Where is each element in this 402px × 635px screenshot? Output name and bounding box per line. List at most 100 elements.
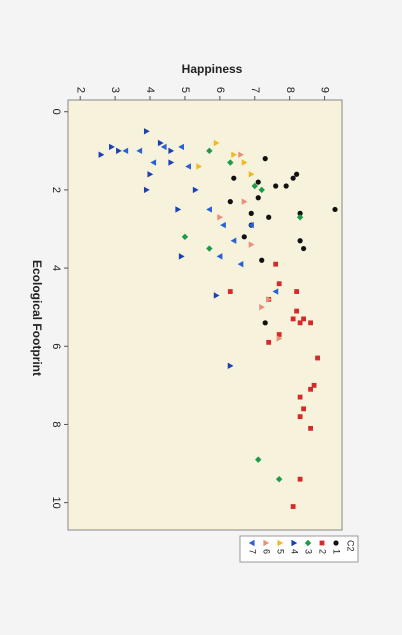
point xyxy=(122,147,129,155)
legend-label: 1 xyxy=(332,549,342,554)
point xyxy=(109,143,115,151)
point xyxy=(311,382,317,388)
point xyxy=(297,394,303,400)
legend-marker xyxy=(304,539,312,547)
x-tick-label: 2 xyxy=(50,187,62,193)
point xyxy=(241,159,248,166)
point xyxy=(213,292,220,299)
point xyxy=(266,214,272,220)
point xyxy=(273,261,279,267)
point xyxy=(178,143,184,151)
point xyxy=(160,143,167,151)
point xyxy=(136,147,143,155)
point xyxy=(262,156,268,162)
point xyxy=(276,335,283,342)
legend-marker xyxy=(248,539,255,547)
point xyxy=(297,238,303,244)
point xyxy=(230,237,237,244)
point xyxy=(290,175,296,181)
point xyxy=(308,320,313,326)
point xyxy=(192,186,199,194)
legend-marker xyxy=(263,539,270,547)
point xyxy=(283,183,289,189)
point xyxy=(301,316,307,322)
x-tick-label: 4 xyxy=(50,265,62,271)
point xyxy=(315,355,320,361)
point xyxy=(276,332,282,337)
point xyxy=(255,195,261,201)
point xyxy=(248,221,254,229)
point xyxy=(294,308,300,314)
point xyxy=(241,198,248,205)
point xyxy=(206,245,213,252)
x-axis-title: Ecological Footprint xyxy=(30,260,44,376)
plot-area xyxy=(67,99,343,531)
point xyxy=(273,183,279,189)
y-axis-title: Happiness xyxy=(182,62,243,76)
point xyxy=(308,425,313,431)
point xyxy=(178,253,185,260)
point xyxy=(258,186,265,194)
point xyxy=(294,289,300,294)
legend-label: 3 xyxy=(304,549,314,554)
point xyxy=(168,159,175,166)
legend-marker xyxy=(333,540,339,546)
point xyxy=(143,128,150,135)
point xyxy=(227,199,233,205)
point xyxy=(301,406,307,412)
point xyxy=(206,206,212,213)
point xyxy=(231,151,237,158)
point xyxy=(185,163,191,170)
point xyxy=(294,171,300,177)
point xyxy=(116,147,122,155)
legend-title: C2 xyxy=(346,540,356,552)
y-tick-label: 3 xyxy=(109,87,121,93)
point xyxy=(248,171,255,178)
y-tick-label: 2 xyxy=(74,87,86,93)
point xyxy=(168,147,175,155)
point xyxy=(196,163,203,170)
legend-label: 4 xyxy=(290,549,300,554)
legend-marker xyxy=(319,540,325,546)
legend-label: 2 xyxy=(318,549,328,554)
y-tick-label: 7 xyxy=(249,87,261,93)
point xyxy=(175,206,182,213)
legend-label: 7 xyxy=(248,549,258,554)
x-tick-label: 0 xyxy=(50,109,62,115)
x-tick-label: 10 xyxy=(50,497,62,509)
point xyxy=(231,175,237,181)
x-tick-label: 8 xyxy=(50,421,62,427)
point xyxy=(276,281,282,287)
point xyxy=(297,320,303,326)
point xyxy=(227,362,234,370)
x-tick-label: 6 xyxy=(50,343,62,349)
point xyxy=(297,476,303,482)
y-tick-label: 8 xyxy=(284,87,296,93)
point xyxy=(297,414,303,420)
point xyxy=(241,234,247,240)
point xyxy=(255,179,261,185)
point xyxy=(332,206,338,213)
point xyxy=(262,320,268,326)
point xyxy=(266,339,272,345)
point xyxy=(290,504,296,509)
point xyxy=(290,316,296,322)
point xyxy=(259,303,265,311)
y-tick-label: 9 xyxy=(319,87,331,93)
point xyxy=(206,147,213,155)
point xyxy=(237,260,244,268)
y-tick-label: 6 xyxy=(214,87,226,93)
point xyxy=(150,159,157,166)
point xyxy=(266,296,272,303)
point xyxy=(98,151,105,158)
point xyxy=(220,221,226,229)
legend-label: 5 xyxy=(276,549,286,554)
point xyxy=(301,245,307,252)
point xyxy=(297,210,303,216)
legend-box xyxy=(239,535,359,563)
point xyxy=(213,139,220,147)
point xyxy=(248,210,254,216)
